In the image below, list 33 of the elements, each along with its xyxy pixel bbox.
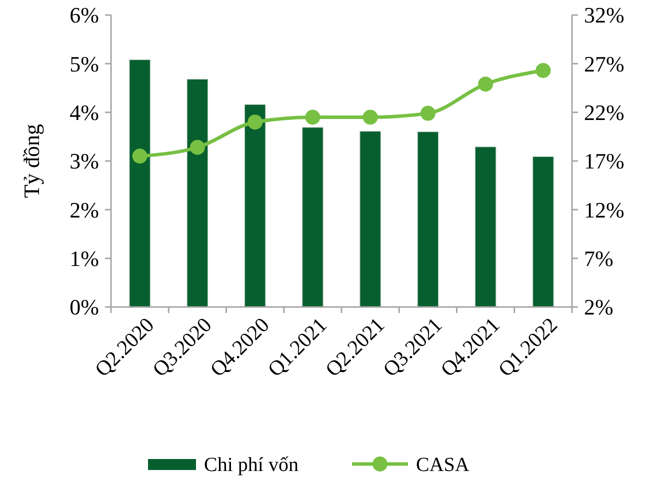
point <box>536 62 551 78</box>
point <box>420 106 436 121</box>
y2-tick-label: 2% <box>584 294 614 320</box>
bar <box>302 127 324 308</box>
y-axis-title: Tỷ đồng <box>19 124 44 198</box>
point <box>305 110 320 125</box>
y2-tick-label: 12% <box>584 197 624 222</box>
bar <box>532 156 554 308</box>
y-tick-label: 2% <box>70 197 99 222</box>
point <box>248 114 263 130</box>
y-tick-label: 5% <box>70 51 99 76</box>
y-tick-label: 4% <box>70 100 99 126</box>
point <box>132 148 148 164</box>
bar <box>474 146 496 308</box>
y2-tick-label: 27% <box>584 51 624 76</box>
y2-tick-label: 32% <box>584 2 624 28</box>
y-tick-label: 0% <box>70 294 99 320</box>
point <box>362 110 378 125</box>
y-tick-label: 3% <box>70 148 99 174</box>
bar <box>244 104 266 308</box>
y2-tick-label: 22% <box>584 100 624 126</box>
legend-label: Chi phí vốn <box>204 454 298 476</box>
legend-label: CASA <box>416 454 470 476</box>
bar <box>360 131 381 308</box>
bar <box>186 78 208 308</box>
bar <box>129 59 150 308</box>
y-tick-label: 6% <box>70 2 99 28</box>
y2-tick-label: 7% <box>584 246 614 272</box>
point <box>190 140 205 155</box>
y-tick-label: 1% <box>70 246 99 272</box>
point <box>478 76 494 92</box>
y2-tick-label: 17% <box>584 148 624 174</box>
bar <box>417 132 439 308</box>
